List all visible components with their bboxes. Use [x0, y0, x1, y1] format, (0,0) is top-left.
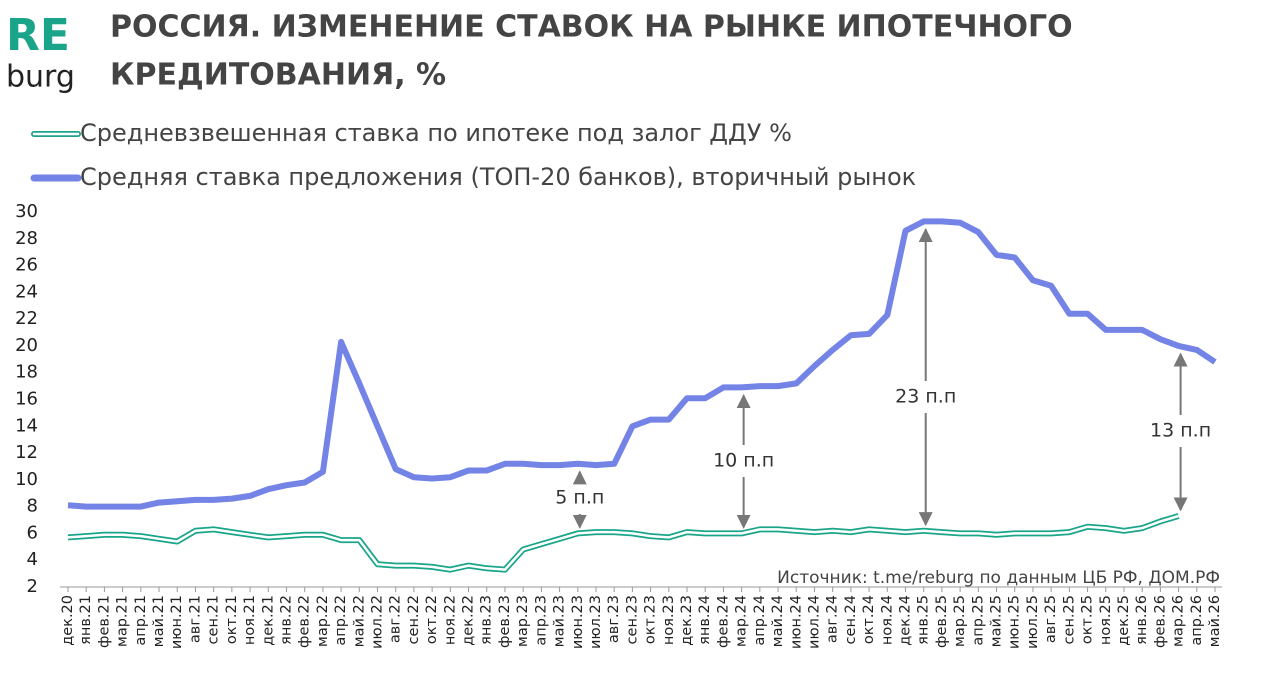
x-tick-label: дек.25: [1116, 595, 1132, 646]
x-tick-label: окт.25: [1080, 595, 1096, 644]
x-tick-label: янв.26: [1134, 595, 1150, 645]
x-tick-label: янв.22: [278, 595, 294, 645]
annotation: 10 п.п: [713, 450, 774, 472]
x-tick-label: ноя.22: [442, 595, 458, 645]
y-tick-label: 8: [27, 496, 38, 517]
logo-bottom: burg: [6, 60, 75, 95]
x-tick-label: июл.23: [588, 595, 604, 649]
x-tick-label: июл.24: [806, 595, 822, 649]
series-line-inner: [67, 514, 1179, 571]
x-tick-label: ноя.25: [1098, 595, 1114, 645]
x-tick-label: ноя.23: [661, 595, 677, 645]
y-tick-label: 26: [15, 255, 38, 276]
x-tick-label: сен.24: [843, 595, 859, 644]
y-tick-label: 18: [15, 362, 38, 383]
y-tick-label: 10: [15, 469, 38, 490]
x-tick-label: фев.23: [497, 595, 513, 648]
x-tick-label: май.26: [1207, 595, 1223, 647]
x-tick-label: апр.24: [752, 595, 768, 646]
x-tick-label: июн.23: [570, 595, 586, 649]
x-tick-label: июн.21: [169, 595, 185, 649]
x-tick-label: янв.25: [916, 595, 932, 645]
x-tick-label: сен.21: [206, 595, 222, 644]
x-tick-label: май.24: [770, 595, 786, 647]
x-tick-label: фев.22: [297, 595, 313, 648]
series-line: [67, 513, 1180, 573]
x-tick-label: апр.21: [133, 595, 149, 646]
x-tick-label: фев.24: [715, 595, 731, 648]
x-tick-label: мар.26: [1171, 595, 1187, 647]
x-tick-label: окт.22: [424, 595, 440, 644]
x-tick-label: апр.22: [333, 595, 349, 646]
y-tick-label: 14: [15, 415, 38, 436]
x-tick-label: янв.24: [697, 595, 713, 645]
x-tick-label: апр.26: [1189, 595, 1205, 646]
annotation-bg: [1140, 418, 1221, 444]
series-line: [67, 218, 1217, 510]
x-tick-label: окт.23: [643, 595, 659, 644]
y-tick-label: 20: [15, 335, 38, 356]
y-tick-label: 12: [15, 442, 38, 463]
x-tick-label: фев.25: [934, 595, 950, 648]
y-tick-label: 16: [15, 389, 38, 410]
x-tick-label: июн.24: [788, 595, 804, 649]
x-tick-label: янв.23: [479, 595, 495, 645]
x-tick-label: ноя.21: [242, 595, 258, 645]
x-tick-label: мар.22: [315, 595, 331, 647]
annotation: 23 п.п: [895, 386, 956, 408]
x-tick-label: дек.22: [461, 595, 477, 646]
x-tick-label: сен.25: [1061, 595, 1077, 644]
chart-title: КРЕДИТОВАНИЯ, %: [110, 58, 446, 93]
logo-top: RE: [6, 10, 70, 61]
x-tick-label: авг.21: [187, 595, 203, 643]
source: Источник: t.me/reburg по данным ЦБ РФ, Д…: [777, 568, 1220, 588]
x-tick-label: июн.25: [1007, 595, 1023, 649]
y-tick-label: 2: [27, 576, 38, 597]
x-tick-label: май.21: [151, 595, 167, 647]
chart-title: РОССИЯ. ИЗМЕНЕНИЕ СТАВОК НА РЫНКЕ ИПОТЕЧ…: [110, 10, 1073, 45]
x-tick-label: июл.22: [370, 595, 386, 649]
legend-label: Средняя ставка предложения (ТОП-20 банко…: [80, 163, 916, 191]
y-tick-label: 4: [27, 549, 38, 570]
x-tick-label: дек.24: [897, 595, 913, 646]
x-tick-label: фев.21: [96, 595, 112, 648]
annotation-bg: [885, 384, 966, 410]
x-tick-label: дек.23: [679, 595, 695, 646]
x-tick-label: май.22: [351, 595, 367, 647]
annotation-bg: [703, 448, 784, 474]
x-tick-label: июл.25: [1025, 595, 1041, 649]
y-tick-label: 22: [15, 308, 38, 329]
x-tick-label: дек.21: [260, 595, 276, 646]
x-tick-label: авг.24: [825, 595, 841, 643]
y-tick-label: 24: [15, 281, 38, 302]
x-tick-label: апр.25: [970, 595, 986, 646]
x-tick-label: окт.24: [861, 595, 877, 644]
x-tick-label: сен.23: [624, 595, 640, 644]
x-tick-label: мар.25: [952, 595, 968, 647]
x-tick-label: ноя.24: [879, 595, 895, 645]
x-tick-label: авг.23: [606, 595, 622, 643]
x-tick-label: мар.21: [115, 595, 131, 647]
x-tick-label: сен.22: [406, 595, 422, 644]
annotation: 13 п.п: [1150, 420, 1211, 442]
x-tick-label: май.23: [552, 595, 568, 647]
y-tick-label: 28: [15, 228, 38, 249]
annotation: 5 п.п: [555, 487, 604, 509]
x-tick-label: авг.25: [1043, 595, 1059, 643]
y-tick-label: 6: [27, 522, 38, 543]
x-tick-label: апр.23: [533, 595, 549, 646]
y-tick-label: 30: [15, 201, 38, 222]
x-tick-label: мар.24: [734, 595, 750, 647]
x-tick-label: янв.21: [78, 595, 94, 645]
x-tick-label: мар.23: [515, 595, 531, 647]
x-tick-label: окт.21: [224, 595, 240, 644]
annotation-bg: [539, 485, 620, 511]
x-tick-label: май.25: [989, 595, 1005, 647]
legend-label: Средневзвешенная ставка по ипотеке под з…: [80, 119, 792, 147]
x-tick-label: авг.22: [388, 595, 404, 643]
x-tick-label: фев.26: [1152, 595, 1168, 648]
x-tick-label: дек.20: [60, 595, 76, 646]
